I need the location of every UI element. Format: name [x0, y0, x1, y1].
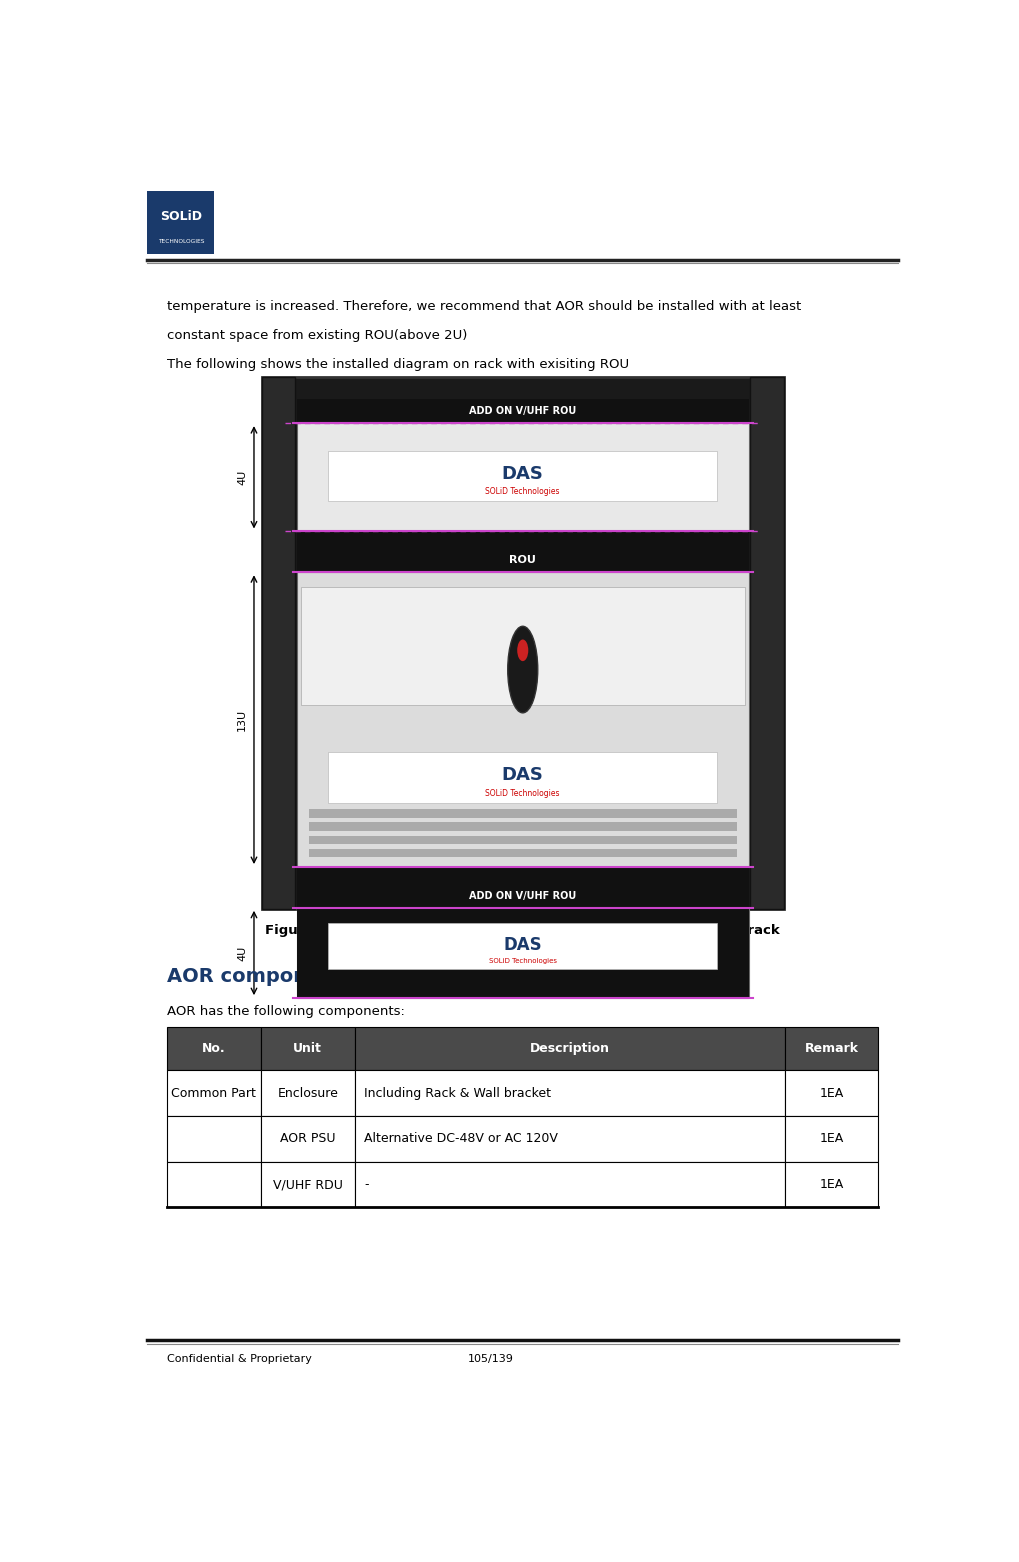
Text: The following shows the installed diagram on rack with exisiting ROU: The following shows the installed diagra… [167, 358, 629, 372]
Text: DAS: DAS [501, 765, 543, 784]
Text: 1EA: 1EA [818, 1132, 843, 1145]
Text: Figure 5.10 – Installation flow diagram when AOR installs in the rack: Figure 5.10 – Installation flow diagram … [265, 923, 780, 937]
Text: Confidential & Proprietary: Confidential & Proprietary [167, 1354, 312, 1364]
Bar [308, 836, 737, 843]
Text: V/UHF RDU: V/UHF RDU [272, 1178, 342, 1190]
Text: 13U: 13U [236, 709, 247, 731]
Text: AOR PSU: AOR PSU [280, 1132, 335, 1145]
Bar [308, 809, 737, 817]
Text: Including Rack & Wall bracket: Including Rack & Wall bracket [364, 1087, 550, 1100]
Bar [167, 1115, 261, 1162]
Bar [167, 1070, 261, 1115]
Bar [355, 1162, 784, 1207]
Text: SOLiD Technologies: SOLiD Technologies [485, 789, 559, 798]
Bar [308, 823, 737, 831]
Bar [261, 1162, 355, 1207]
Text: ROU: ROU [508, 555, 536, 565]
Text: No.: No. [202, 1042, 225, 1054]
Bar [750, 378, 783, 909]
Bar [328, 451, 716, 501]
Bar [261, 1026, 355, 1070]
Text: Remark: Remark [804, 1042, 858, 1054]
Text: DAS: DAS [501, 464, 543, 483]
Text: 4U: 4U [236, 945, 247, 961]
Bar [167, 1162, 261, 1207]
Bar [355, 1070, 784, 1115]
Bar [147, 191, 214, 253]
Text: Unit: Unit [293, 1042, 322, 1054]
Bar [297, 908, 748, 998]
Text: temperature is increased. Therefore, we recommend that AOR should be installed w: temperature is increased. Therefore, we … [167, 300, 801, 314]
Text: SOLiD Technologies: SOLiD Technologies [485, 487, 559, 497]
Bar [355, 1026, 784, 1070]
Bar [297, 423, 748, 531]
Ellipse shape [507, 626, 537, 712]
Bar [297, 887, 748, 998]
Bar [261, 1115, 355, 1162]
Text: 4U: 4U [236, 470, 247, 484]
Text: -: - [364, 1178, 368, 1190]
Text: 105/139: 105/139 [467, 1354, 513, 1364]
Text: Common Part: Common Part [171, 1087, 256, 1100]
Bar [784, 1162, 877, 1207]
Bar [784, 1026, 877, 1070]
Bar [784, 1115, 877, 1162]
Bar [355, 1115, 784, 1162]
Text: 1EA: 1EA [818, 1178, 843, 1190]
Bar [297, 400, 748, 423]
Text: constant space from existing ROU(above 2U): constant space from existing ROU(above 2… [167, 330, 467, 342]
Text: Enclosure: Enclosure [277, 1087, 338, 1100]
Bar [297, 572, 748, 867]
Text: SOLiD: SOLiD [160, 209, 202, 222]
Text: Alternative DC-48V or AC 120V: Alternative DC-48V or AC 120V [364, 1132, 557, 1145]
Text: 1EA: 1EA [818, 1087, 843, 1100]
Bar [328, 923, 716, 968]
Text: AOR components: AOR components [167, 967, 355, 986]
Text: DAS: DAS [503, 936, 541, 954]
Bar [297, 884, 748, 908]
Text: SOLiD Technologies: SOLiD Technologies [488, 958, 556, 964]
Bar [167, 1026, 261, 1070]
Text: TECHNOLOGIES: TECHNOLOGIES [158, 239, 204, 244]
Bar [297, 531, 748, 548]
Bar [297, 548, 748, 572]
Text: ADD ON V/UHF ROU: ADD ON V/UHF ROU [469, 890, 576, 901]
Bar [328, 753, 716, 803]
Bar [262, 378, 294, 909]
Bar [784, 1070, 877, 1115]
Text: Description: Description [529, 1042, 609, 1054]
Text: ADD ON V/UHF ROU: ADD ON V/UHF ROU [469, 406, 576, 415]
Bar [308, 850, 737, 858]
Text: AOR has the following components:: AOR has the following components: [167, 1006, 405, 1018]
Bar [297, 867, 748, 884]
Bar [262, 378, 783, 909]
Bar [301, 587, 744, 704]
Bar [261, 1070, 355, 1115]
Ellipse shape [517, 639, 528, 661]
